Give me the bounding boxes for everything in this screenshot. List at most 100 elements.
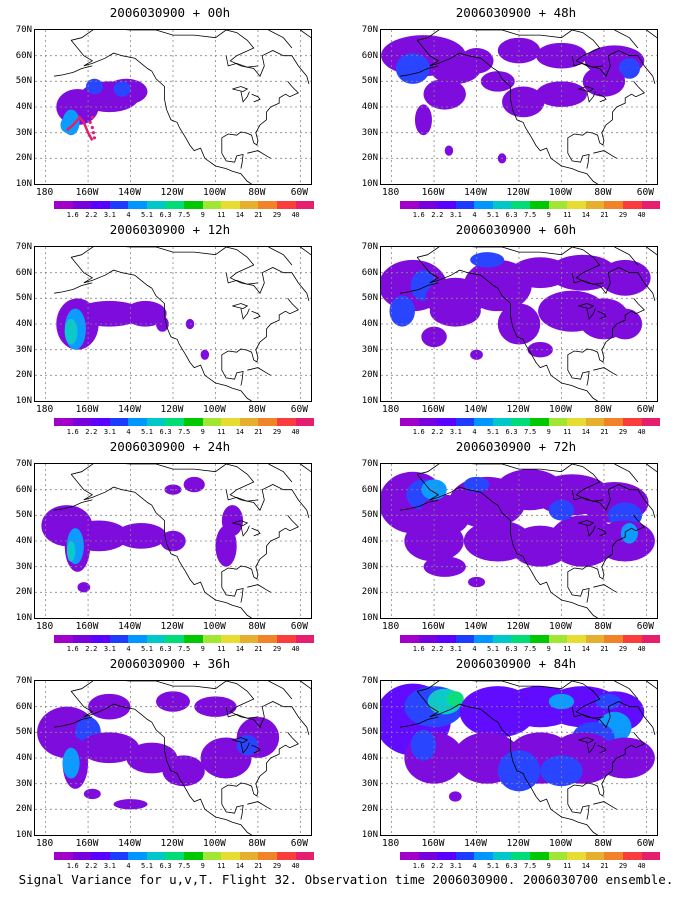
colorbar-label: 11 (217, 211, 226, 219)
lat-tick-label: 40N (361, 536, 378, 546)
lat-tick-label: 70N (15, 459, 32, 469)
colorbar-label: 40 (291, 428, 300, 436)
map-area (380, 463, 658, 619)
coastline (614, 30, 639, 49)
colorbar-label: 2.2 (431, 645, 444, 653)
variance-contour (446, 691, 464, 707)
lon-tick-label: 180 (36, 838, 54, 849)
colorbar-label: 14 (581, 862, 590, 870)
colorbar-swatch (437, 201, 456, 209)
colorbar-swatch (91, 418, 110, 426)
panel-title: 2006030900 + 12h (109, 222, 231, 237)
colorbar-swatch (109, 635, 129, 643)
coastline (593, 150, 617, 159)
variance-contour (389, 295, 415, 327)
colorbar-swatch (622, 201, 642, 209)
colorbar-swatch (585, 635, 605, 643)
variance-contour (64, 318, 78, 345)
coastline (416, 474, 598, 618)
coastline (225, 272, 258, 285)
lat-tick-label: 60N (361, 50, 378, 61)
coastline (567, 576, 590, 603)
colorbar-swatch (295, 418, 315, 426)
colorbar-swatch (54, 635, 73, 643)
variance-contour (599, 259, 651, 296)
colorbar-swatch (221, 418, 240, 426)
colorbar-label: 5.1 (486, 211, 499, 219)
colorbar-swatch (455, 201, 475, 209)
colorbar-swatch (548, 635, 568, 643)
lon-tick-label: 120W (160, 621, 184, 632)
flight-track (66, 115, 94, 141)
colorbar-swatch (276, 201, 296, 209)
colorbar-swatch (54, 418, 73, 426)
colorbar-swatch (202, 635, 222, 643)
variance-contour (444, 145, 454, 156)
lat-tick-label: 10N (15, 613, 32, 623)
variance-contour (470, 252, 505, 268)
colorbar-swatch (622, 418, 642, 426)
coastline (247, 801, 271, 810)
colorbar-label: 5.1 (140, 211, 153, 219)
lon-tick-label: 160W (75, 621, 99, 632)
coastline (251, 527, 261, 537)
coastline (300, 30, 311, 39)
dropsonde-point (88, 120, 92, 124)
lon-tick-label: 160W (75, 187, 99, 198)
colorbar-label: 3.1 (449, 862, 462, 870)
colorbar-label: 14 (235, 645, 244, 653)
lon-tick-label: 120W (506, 187, 530, 198)
colorbar-label: 1.6 (66, 211, 79, 219)
lon-tick-label: 80W (248, 404, 266, 415)
colorbar (400, 852, 661, 860)
variance-contour (75, 300, 144, 327)
colorbar-swatch (641, 418, 661, 426)
coastline (300, 247, 311, 256)
colorbar-label: 29 (618, 645, 627, 653)
colorbar-swatch (641, 852, 661, 860)
lat-tick-label: 10N (15, 396, 32, 406)
colorbar-swatch (548, 418, 568, 426)
coastline (251, 93, 261, 103)
coastline (578, 303, 595, 310)
coastline (70, 40, 252, 184)
coastline (646, 247, 657, 256)
colorbar-swatch (530, 852, 549, 860)
lat-tick-label: 70N (361, 25, 378, 35)
map-panel: 2006030900 + 72h 70N 60N 50N 40N 30N 20N 10N 180… (346, 439, 686, 654)
colorbar-label: 6.3 (505, 862, 518, 870)
map-area (34, 463, 312, 619)
coastline (232, 86, 249, 93)
colorbar-label: 21 (600, 645, 609, 653)
coastline (247, 584, 271, 593)
lat-tick-label: 30N (361, 127, 378, 138)
colorbar-label: 21 (254, 645, 263, 653)
colorbar-label: 6.3 (505, 211, 518, 219)
colorbar-swatch (567, 635, 586, 643)
colorbar-swatch (239, 201, 259, 209)
colorbar-swatch (492, 201, 512, 209)
colorbar-swatch (202, 852, 222, 860)
lon-tick-label: 180 (36, 187, 54, 198)
map-svg (35, 681, 311, 835)
colorbar-swatch (585, 201, 605, 209)
colorbar-label: 4 (472, 645, 477, 653)
lat-tick-label: 20N (361, 153, 378, 164)
lon-tick-label: 160W (421, 187, 445, 198)
variance-contour (124, 300, 167, 327)
colorbar-label: 4 (126, 862, 131, 870)
colorbar-swatch (72, 418, 92, 426)
colorbar-swatch (400, 852, 419, 860)
colorbar-swatch (622, 852, 642, 860)
colorbar-swatch (165, 635, 185, 643)
colorbar-label: 29 (272, 862, 281, 870)
lat-tick-label: 10N (361, 613, 378, 623)
colorbar-label: 5.1 (486, 645, 499, 653)
lon-tick-label: 60W (636, 404, 654, 415)
lat-tick-label: 50N (15, 510, 32, 521)
colorbar-swatch (239, 852, 259, 860)
coastline (567, 793, 590, 820)
colorbar-swatch (184, 201, 203, 209)
variance-contour (200, 349, 210, 360)
coastline (70, 691, 252, 835)
